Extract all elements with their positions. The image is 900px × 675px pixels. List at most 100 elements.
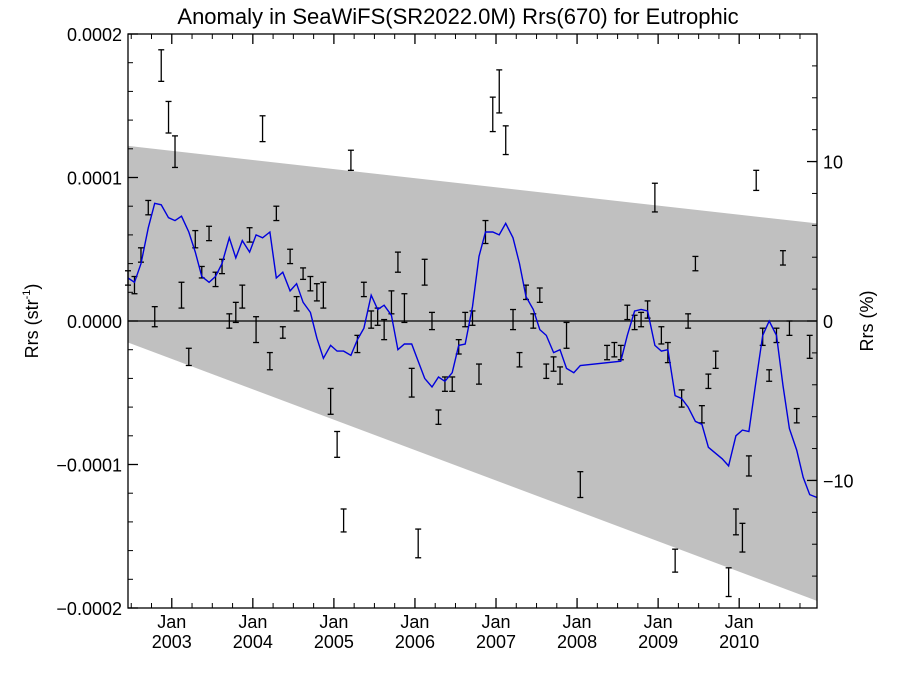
- x-tick-month: Jan: [563, 612, 592, 632]
- error-bar: [489, 96, 496, 133]
- error-bar: [577, 471, 584, 499]
- error-bar: [672, 548, 679, 573]
- error-bar: [469, 310, 476, 326]
- error-bar: [178, 281, 185, 309]
- y-axis-label-text: Rrs (str: [22, 299, 42, 358]
- error-bar: [287, 248, 294, 265]
- x-tick-month: Jan: [238, 612, 267, 632]
- error-bar: [685, 313, 692, 329]
- x-tick-year: 2005: [314, 632, 354, 652]
- error-bar: [712, 350, 719, 370]
- error-bar: [394, 251, 401, 273]
- error-bar: [428, 311, 435, 331]
- error-bar: [172, 135, 179, 169]
- error-bar: [604, 344, 611, 361]
- uncertainty-band: [128, 145, 817, 601]
- error-bar: [239, 284, 246, 309]
- error-bar: [658, 326, 665, 345]
- x-tick-month: Jan: [644, 612, 673, 632]
- error-bar: [388, 290, 395, 315]
- error-bar: [806, 334, 813, 359]
- y-axis-left: 0.0002 0.0001 0.0000 −0.0001 −0.0002: [56, 25, 138, 619]
- x-tick-month: Jan: [725, 612, 754, 632]
- error-bar: [536, 287, 543, 303]
- error-bar: [543, 363, 550, 380]
- error-bar: [246, 227, 253, 243]
- plot-area: [125, 33, 818, 609]
- error-bar: [279, 326, 286, 339]
- x-tick-year: 2006: [395, 632, 435, 652]
- error-bar: [185, 347, 192, 367]
- error-bar: [158, 49, 165, 83]
- error-bar: [266, 351, 273, 371]
- y-axis-label: Rrs (str-1): [21, 284, 42, 359]
- x-tick-month: Jan: [400, 612, 429, 632]
- error-bar: [273, 205, 280, 222]
- error-bar: [745, 455, 752, 477]
- error-bar: [327, 387, 334, 415]
- error-bar: [563, 321, 570, 349]
- error-bar: [165, 100, 172, 134]
- error-bar: [502, 125, 509, 156]
- error-bar: [496, 69, 503, 114]
- error-bar: [313, 283, 320, 302]
- error-bar: [725, 567, 732, 598]
- error-bar: [259, 115, 266, 143]
- error-bar: [611, 341, 618, 358]
- x-tick-year: 2009: [638, 632, 678, 652]
- y-axis-label-close: ): [22, 284, 42, 290]
- error-bar: [638, 311, 645, 328]
- error-bar: [232, 301, 239, 324]
- error-bar: [651, 182, 658, 213]
- x-tick-year: 2008: [557, 632, 597, 652]
- y-tick-label: 0.0002: [67, 25, 122, 45]
- x-tick-month: Jan: [319, 612, 348, 632]
- error-bar: [340, 508, 347, 533]
- y-tick-label: −0.0002: [56, 599, 122, 619]
- error-bar: [368, 310, 375, 329]
- error-bar: [293, 295, 300, 312]
- error-bar: [766, 369, 773, 382]
- x-tick-month: Jan: [481, 612, 510, 632]
- error-bar: [435, 409, 442, 425]
- error-bar: [557, 366, 564, 385]
- error-bar: [408, 367, 415, 398]
- error-bar: [381, 318, 388, 341]
- x-tick-year: 2007: [476, 632, 516, 652]
- x-axis: Jan2003Jan2004Jan2005Jan2006Jan2007Jan20…: [130, 34, 801, 652]
- error-bar: [300, 267, 307, 281]
- chart-title: Anomaly in SeaWiFS(SR2022.0M) Rrs(670) f…: [177, 4, 738, 29]
- x-tick-year: 2004: [233, 632, 273, 652]
- error-bar: [415, 528, 422, 559]
- y-axis-label-sup: -1: [21, 290, 33, 300]
- error-bar: [441, 376, 448, 392]
- error-bar: [753, 169, 760, 192]
- error-bar: [347, 149, 354, 171]
- y2-tick-label: 10: [823, 153, 843, 173]
- error-bar: [253, 316, 260, 344]
- y2-tick-label: 0: [823, 312, 833, 332]
- error-bar: [786, 320, 793, 337]
- error-bar: [705, 373, 712, 390]
- error-bar: [206, 225, 213, 242]
- smoothed-series-line: [127, 202, 818, 499]
- y-tick-label: 0.0000: [67, 312, 122, 332]
- error-bar: [360, 281, 367, 298]
- error-bar: [516, 351, 523, 368]
- error-bar: [779, 250, 786, 266]
- error-bar: [732, 508, 739, 536]
- error-bar: [151, 305, 158, 328]
- x-tick-month: Jan: [157, 612, 186, 632]
- error-bar: [692, 255, 699, 272]
- y2-tick-label: −10: [823, 471, 854, 491]
- error-bar: [624, 304, 631, 321]
- y-tick-label: 0.0001: [67, 169, 122, 189]
- error-bar: [462, 311, 469, 328]
- error-bar: [739, 522, 746, 553]
- x-tick-year: 2010: [719, 632, 759, 652]
- y2-axis-label: Rrs (%): [857, 291, 877, 352]
- y-tick-label: −0.0001: [56, 456, 122, 476]
- error-bar: [320, 281, 327, 309]
- error-bar: [449, 376, 456, 392]
